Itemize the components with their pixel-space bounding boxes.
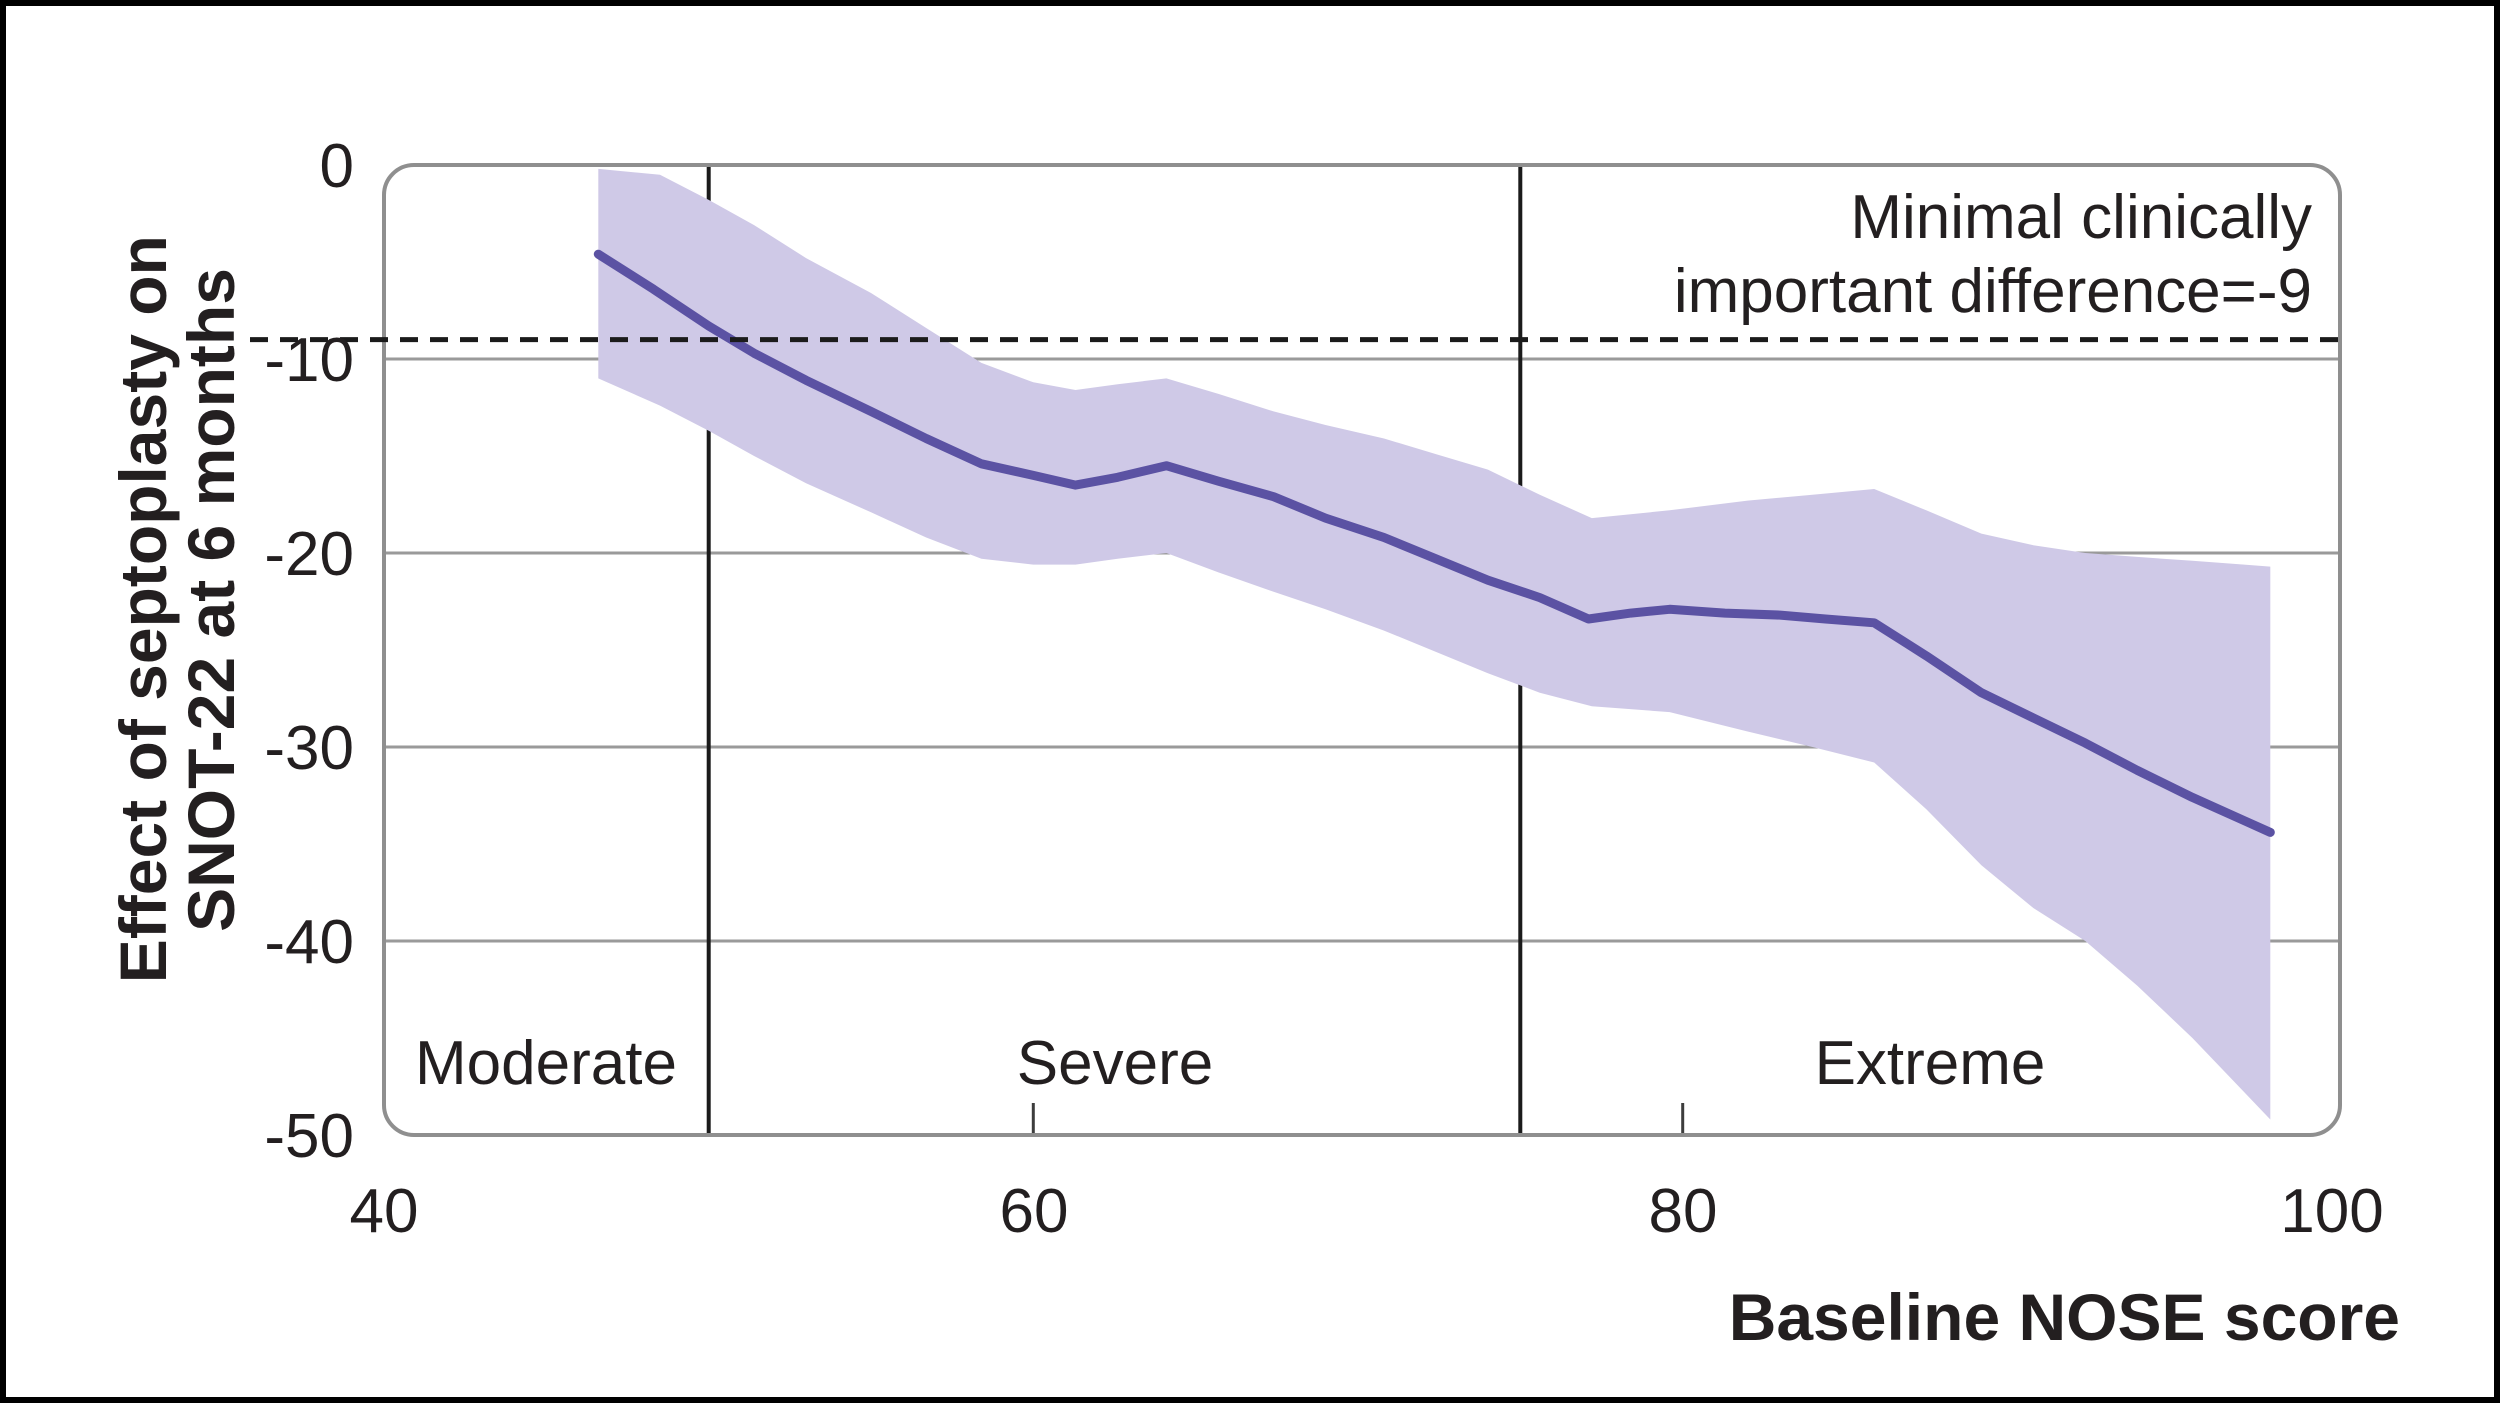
confidence-band — [598, 168, 2271, 1120]
y-tick-label-30: -30 — [264, 714, 354, 783]
mcid-annotation-line2: important difference=-9 — [1674, 257, 2312, 326]
plot-border — [382, 163, 2342, 1137]
y-tick-label-10: -10 — [264, 326, 354, 395]
y-axis-title-line2: SNOT-22 at 6 months — [174, 268, 248, 932]
x-tick-label-40: 40 — [350, 1177, 419, 1246]
y-tick-label-40: -40 — [264, 908, 354, 977]
x-axis-tick-labels: 40 60 80 100 — [350, 1177, 2384, 1246]
region-label-extreme: Extreme — [1815, 1029, 2046, 1098]
y-tick-label-50: -50 — [264, 1102, 354, 1171]
x-tick-label-60: 60 — [1000, 1177, 1069, 1246]
y-axis-title-line1: Effect of septoplasty on — [106, 235, 180, 983]
region-label-moderate: Moderate — [415, 1029, 677, 1098]
x-tick-label-80: 80 — [1649, 1177, 1718, 1246]
x-axis-title: Baseline NOSE score — [1729, 1280, 2400, 1354]
y-axis-title: Effect of septoplasty on SNOT-22 at 6 mo… — [106, 217, 248, 983]
y-tick-label-20: -20 — [264, 520, 354, 589]
x-tick-label-100: 100 — [2280, 1177, 2383, 1246]
region-label-severe: Severe — [1017, 1029, 1213, 1098]
mcid-annotation-line1: Minimal clinically — [1850, 183, 2312, 252]
effect-line — [593, 249, 2275, 837]
mcid-annotation: Minimal clinically important difference=… — [1674, 183, 2312, 326]
severity-region-labels: Moderate Severe Extreme — [415, 1029, 2045, 1098]
x-axis-tick-marks — [1031, 1103, 1685, 1133]
y-axis-tick-labels: 0 -10 -20 -30 -40 -50 — [264, 132, 354, 1171]
y-tick-label-0: 0 — [320, 132, 354, 201]
